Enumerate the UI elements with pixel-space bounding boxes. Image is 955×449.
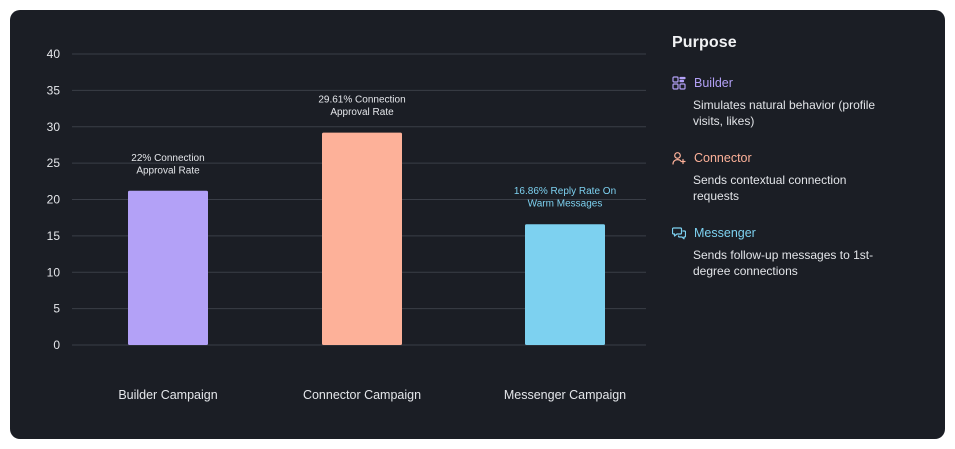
y-tick-label: 20 [47, 193, 61, 207]
campaign-chart-card: 0 5 10 15 20 25 30 35 40 22% Connection Approval R… [10, 10, 945, 439]
purpose-item-messenger: Messenger Sends follow-up messages to 1s… [672, 224, 922, 279]
y-tick-label: 10 [47, 265, 61, 279]
bar-data-label: 16.86% Reply Rate On [514, 186, 616, 197]
y-tick-label: 35 [47, 83, 61, 97]
y-tick-label: 15 [47, 229, 61, 243]
purpose-item-builder: Builder Simulates natural behavior (prof… [672, 74, 922, 129]
y-tick-label: 5 [53, 302, 60, 316]
purpose-item-name: Builder [694, 76, 733, 90]
bar-data-label: 29.61% Connection [318, 95, 405, 106]
chat-bubbles-icon [672, 226, 686, 240]
purpose-item-connector: Connector Sends contextual connection re… [672, 149, 922, 204]
x-category-label: Connector Campaign [303, 388, 421, 402]
purpose-item-name: Connector [694, 151, 752, 165]
x-category-label: Messenger Campaign [504, 388, 626, 402]
y-tick-label: 0 [53, 338, 60, 352]
x-category-label: Builder Campaign [118, 388, 217, 402]
builder-icon [672, 76, 686, 90]
bar-data-label: 22% Connection [131, 153, 204, 164]
add-user-icon [672, 151, 686, 165]
y-tick-label: 40 [47, 47, 61, 61]
y-tick-label: 25 [47, 156, 61, 170]
purpose-title: Purpose [672, 34, 737, 51]
bar [128, 190, 208, 345]
purpose-item-desc: Simulates natural behavior (profile visi… [693, 98, 876, 128]
bar-data-label: Approval Rate [136, 165, 200, 176]
purpose-item-desc: Sends contextual connection requests [693, 173, 847, 203]
bar [525, 224, 605, 345]
purpose-item-desc: Sends follow-up messages to 1st-degree c… [693, 248, 874, 278]
purpose-item-name: Messenger [694, 226, 756, 240]
bar-data-label: Warm Messages [528, 199, 603, 210]
y-tick-label: 30 [47, 120, 61, 134]
purpose-panel: Purpose Builder Simulates natural behavi… [672, 34, 922, 299]
bar [322, 132, 402, 345]
bar-data-label: Approval Rate [330, 107, 394, 118]
